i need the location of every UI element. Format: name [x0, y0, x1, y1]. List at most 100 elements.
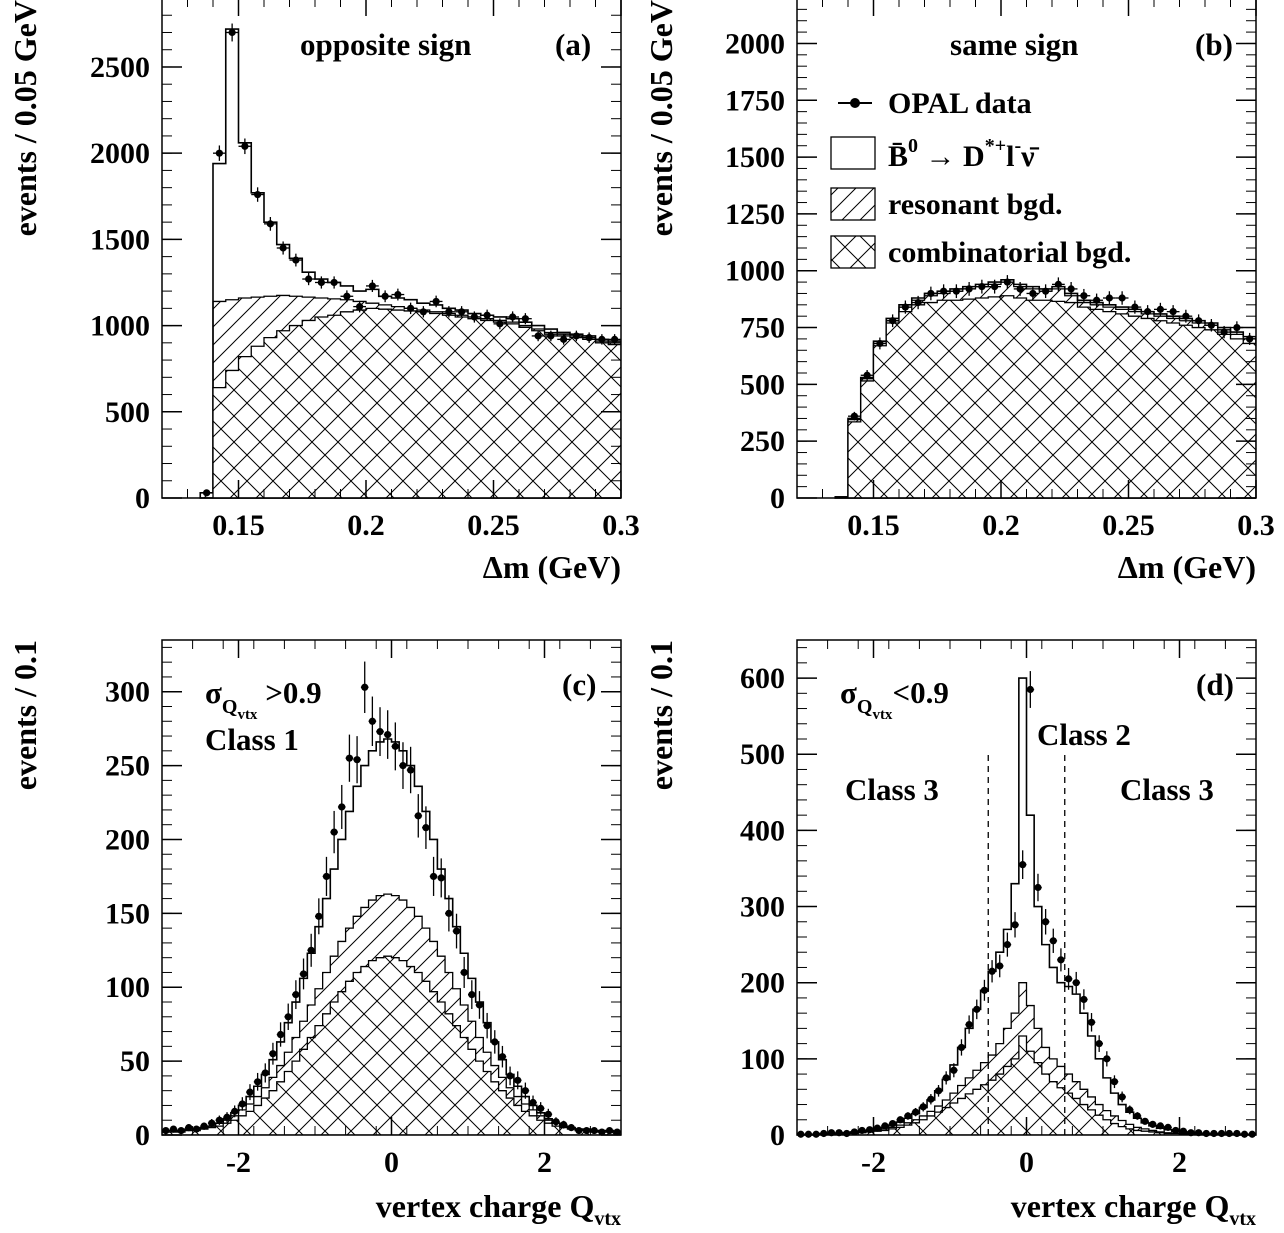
data-point	[519, 313, 532, 325]
x-tick-label: 0	[384, 1146, 399, 1179]
data-point	[1210, 1129, 1218, 1138]
panel-d-class3-right-label: Class 3	[1120, 772, 1214, 807]
data-point	[1052, 277, 1065, 292]
panel-a-xlabel: Δm (GeV)	[483, 549, 621, 585]
x-tick-label: 2	[1172, 1146, 1187, 1179]
panel-c: 0 50 100 150 200 250 300 -2 0 2 (c) σQvtx >0.9 Cl…	[7, 639, 622, 1230]
panel-d-ylabel: events / 0.1	[643, 640, 679, 790]
panel-b-label: (b)	[1195, 27, 1233, 62]
y-tick-label: 750	[740, 312, 785, 345]
data-point	[812, 1130, 820, 1138]
y-tick-label: 0	[135, 482, 150, 515]
data-point	[1171, 1126, 1180, 1135]
data-point	[1087, 1013, 1096, 1032]
data-point	[942, 1071, 950, 1085]
data-point	[480, 309, 494, 321]
data-point	[1248, 1130, 1256, 1138]
data-point	[521, 1082, 530, 1099]
data-point	[238, 1097, 247, 1111]
y-tick-label: 150	[105, 897, 150, 930]
data-point	[1003, 932, 1012, 957]
panel-a-ylabel: events / 0.05 GeV	[7, 0, 43, 236]
legend: OPAL data B̄0 → D*+l-ν̄ resonant bgd. co…	[830, 87, 1131, 269]
data-point	[192, 1125, 201, 1133]
data-point	[957, 1039, 966, 1056]
data-point	[1103, 1051, 1111, 1067]
data-point	[340, 290, 354, 303]
data-point	[1090, 293, 1103, 307]
y-tick-label: 500	[740, 738, 785, 771]
data-point	[315, 898, 323, 935]
y-tick-label: 300	[740, 891, 785, 924]
data-point	[1115, 291, 1129, 305]
y-tick-label: 250	[740, 425, 785, 458]
data-point	[391, 288, 405, 301]
hist-combinatorial	[834, 295, 1256, 499]
data-point	[1034, 873, 1042, 902]
data-point	[353, 300, 366, 313]
data-point	[927, 1093, 935, 1105]
panel-a-data-points	[200, 23, 621, 497]
data-point	[1039, 284, 1052, 299]
panel-a: 0 500 1000 1500 2000 2500 0.15 0.2 0.25 0.3 oppos…	[7, 0, 640, 585]
panel-a-histograms	[199, 28, 621, 499]
panel-d-histograms	[797, 677, 1256, 1135]
data-point	[292, 980, 300, 1010]
data-point	[544, 330, 558, 342]
data-point	[368, 696, 377, 746]
data-point	[924, 286, 938, 301]
x-tick-label: 0.2	[982, 509, 1020, 542]
data-point	[881, 1122, 889, 1130]
y-tick-label: 0	[770, 1119, 785, 1152]
data-point	[442, 306, 456, 318]
data-point	[378, 290, 392, 303]
data-point	[1080, 989, 1088, 1010]
y-tick-label: 200	[105, 823, 150, 856]
data-point	[1217, 325, 1231, 339]
data-point	[544, 1108, 553, 1120]
y-tick-label: 1500	[725, 141, 785, 174]
y-tick-label: 250	[105, 750, 150, 783]
y-tick-label: 50	[120, 1045, 150, 1078]
data-point	[264, 216, 277, 231]
data-point	[1141, 1117, 1149, 1125]
y-tick-label: 300	[105, 676, 150, 709]
data-point	[455, 306, 468, 318]
data-point	[1110, 1075, 1119, 1089]
data-point	[1026, 671, 1035, 708]
x-tick-label: 0.25	[1102, 509, 1155, 542]
panel-c-histograms	[162, 738, 621, 1135]
data-point	[1118, 1091, 1126, 1103]
data-point	[1164, 1123, 1172, 1131]
data-point	[1233, 1129, 1241, 1138]
data-point	[552, 1117, 560, 1127]
data-point	[962, 282, 976, 296]
panel-d-class3-left-label: Class 3	[845, 772, 939, 807]
data-point	[200, 1122, 208, 1130]
data-point	[873, 1124, 882, 1132]
data-point	[582, 332, 596, 343]
data-point	[595, 334, 609, 345]
y-tick-label: 600	[740, 662, 785, 695]
data-point	[1202, 1129, 1211, 1138]
data-point	[302, 272, 315, 286]
panel-a-label: (a)	[555, 27, 591, 62]
data-point	[422, 806, 430, 849]
data-point	[1205, 319, 1218, 332]
data-point	[842, 1129, 851, 1138]
data-point	[1018, 850, 1027, 880]
data-point	[200, 489, 213, 497]
y-tick-label: 1000	[90, 310, 150, 343]
data-point	[1141, 305, 1154, 319]
data-point	[215, 1115, 224, 1125]
panel-b-xlabel: Δm (GeV)	[1118, 549, 1256, 585]
data-point	[299, 958, 308, 990]
legend-entry-signal: B̄0 → D*+l-ν̄	[830, 135, 1040, 173]
data-point	[177, 1126, 185, 1135]
data-point	[445, 895, 453, 932]
data-point	[988, 960, 996, 983]
data-point	[904, 1112, 912, 1120]
data-point	[531, 330, 545, 342]
data-point	[230, 1105, 239, 1118]
data-point	[1128, 300, 1142, 314]
